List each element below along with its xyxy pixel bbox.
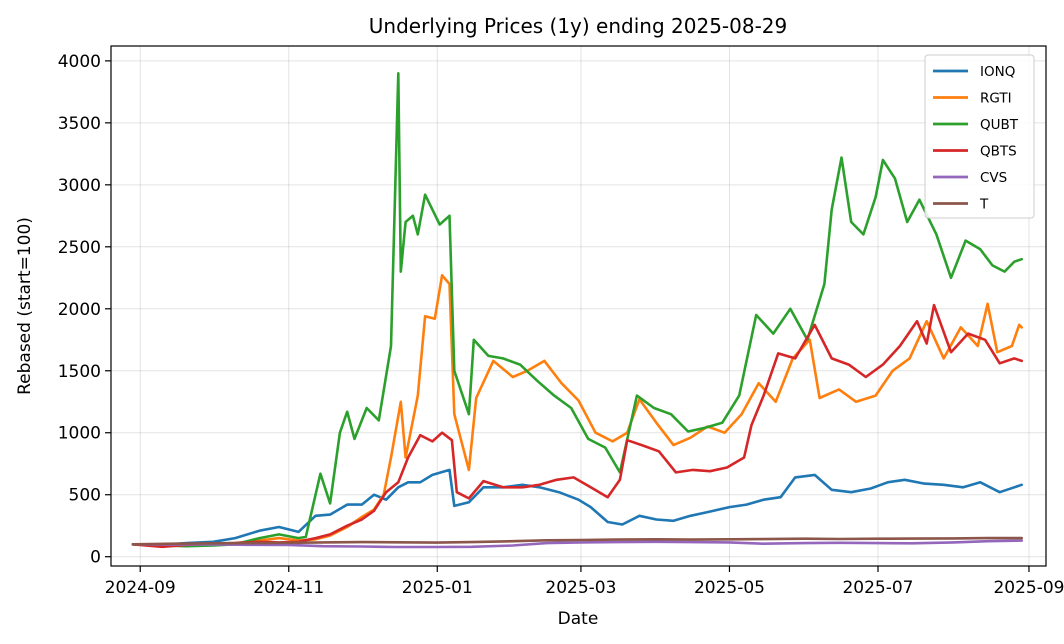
y-tick-label: 500 (69, 486, 101, 506)
chart-title: Underlying Prices (1y) ending 2025-08-29 (369, 14, 788, 38)
y-axis-title: Rebased (start=100) (15, 217, 35, 395)
legend-label-cvs: CVS (980, 170, 1007, 186)
y-tick-label: 4000 (58, 52, 101, 72)
y-tick-label: 3000 (58, 176, 101, 196)
series-line-t (131, 536, 1023, 546)
grid-lines (111, 46, 1046, 566)
legend-label-t: T (979, 197, 989, 213)
y-tick-label: 2000 (58, 300, 101, 320)
y-tick-label: 0 (90, 548, 101, 568)
series-line-qubt (131, 72, 1023, 548)
legend-label-rgti: RGTI (980, 91, 1012, 107)
legend-label-ionq: IONQ (980, 64, 1015, 80)
x-axis-title: Date (558, 609, 599, 629)
legend-label-qubt: QUBT (980, 117, 1019, 133)
x-axis-ticks: 2024-09 2024-11 2025-01 2025-03 2025-05 2025-… (105, 566, 1064, 598)
series-line-qbts (131, 303, 1023, 549)
series-line-ionq (131, 468, 1023, 547)
legend-label-qbts: QBTS (980, 144, 1017, 160)
y-axis-ticks: 0 500 1000 1500 2000 2500 3000 3500 4000 (58, 52, 111, 568)
series-line-cvs (131, 539, 1023, 549)
x-tick-label: 2025-09 (993, 578, 1064, 598)
x-tick-label: 2024-11 (253, 578, 324, 598)
x-tick-label: 2025-05 (694, 578, 765, 598)
legend: IONQ RGTI QUBT QBTS CVS T (924, 54, 1035, 219)
y-tick-label: 1000 (58, 424, 101, 444)
plot-frame (110, 45, 1047, 567)
x-tick-label: 2025-01 (402, 578, 473, 598)
x-tick-label: 2025-03 (545, 578, 616, 598)
y-tick-label: 2500 (58, 238, 101, 258)
x-tick-label: 2024-09 (105, 578, 176, 598)
y-tick-label: 3500 (58, 114, 101, 134)
x-tick-label: 2025-07 (842, 578, 913, 598)
y-tick-label: 1500 (58, 362, 101, 382)
series-lines (131, 72, 1023, 549)
